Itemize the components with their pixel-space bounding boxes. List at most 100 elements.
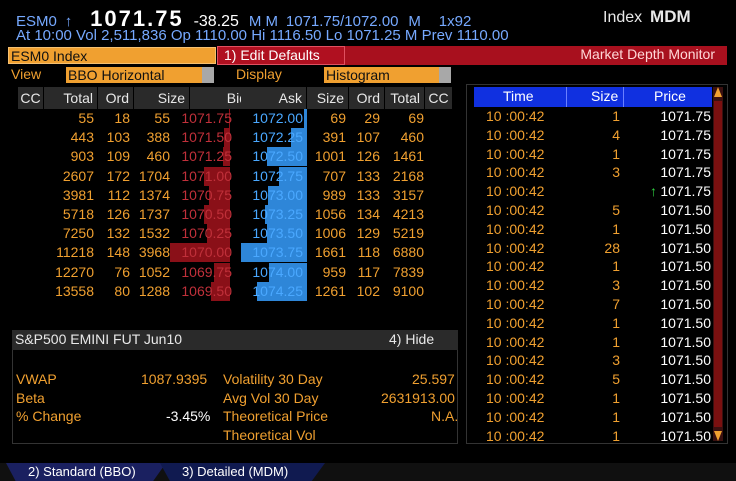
- bid-size: 1374: [138, 186, 170, 203]
- trade-row[interactable]: 10 :00:42 1 1071.50: [474, 257, 712, 276]
- col-ord-ask[interactable]: Ord: [349, 87, 385, 109]
- trade-row[interactable]: 10 :00:42 5 1071.50: [474, 370, 712, 389]
- col-price[interactable]: Price: [654, 88, 686, 104]
- view-select[interactable]: BBO Horizontal: [66, 67, 202, 83]
- ask-price[interactable]: 1073.75: [252, 244, 303, 261]
- col-cc-ask[interactable]: CC: [425, 87, 453, 109]
- ask-price[interactable]: 1072.25: [252, 129, 303, 146]
- ask-size: 1661: [314, 244, 346, 261]
- ask-price[interactable]: 1073.00: [252, 186, 303, 203]
- trade-row[interactable]: 10 :00:42 3 1071.75: [474, 163, 712, 182]
- ask-price[interactable]: 1072.00: [252, 110, 303, 126]
- trades-scrollbar[interactable]: [713, 87, 723, 441]
- col-ask[interactable]: Ask: [241, 87, 307, 109]
- col-time[interactable]: Time: [503, 88, 534, 104]
- tab-detailed-mdm[interactable]: 3) Detailed (MDM): [160, 463, 325, 481]
- ask-price[interactable]: 1072.75: [252, 167, 303, 184]
- bid-histogram-bar: [211, 281, 230, 301]
- col-ord-bid[interactable]: Ord: [98, 87, 134, 109]
- trade-row[interactable]: 10 :00:42 1 1071.50: [474, 427, 712, 446]
- trade-price: 1071.50: [660, 277, 711, 294]
- col-total-bid[interactable]: Total: [44, 87, 98, 109]
- vol30-label: Volatility 30 Day: [223, 371, 323, 387]
- trade-row[interactable]: 10 :00:42 1 1071.50: [474, 389, 712, 408]
- contract-name: S&P500 EMINI FUT Jun10: [15, 331, 183, 347]
- ask-orders: 134: [356, 206, 380, 222]
- security-field[interactable]: ESM0 Index: [8, 47, 216, 64]
- trade-row[interactable]: 10 :00:42 28 1071.50: [474, 239, 712, 258]
- uptick-arrow-icon: ↑: [650, 183, 657, 200]
- bid-orders: 76: [114, 263, 130, 280]
- trade-row[interactable]: 10 :00:42 7 1071.50: [474, 295, 712, 314]
- scroll-thumb[interactable]: [714, 101, 722, 427]
- display-dropdown-button[interactable]: [439, 67, 451, 83]
- trade-price: 1071.75: [660, 145, 711, 162]
- beta-label: Beta: [16, 390, 45, 406]
- ask-size: 959: [322, 263, 346, 280]
- ask-price[interactable]: 1072.50: [252, 148, 303, 165]
- market-label: Index MDM: [603, 7, 691, 27]
- vwap-label: VWAP: [16, 371, 57, 387]
- time-and-sales-panel: [466, 84, 728, 444]
- trade-row[interactable]: 10 :00:42 4 1071.75: [474, 126, 712, 145]
- trade-row[interactable]: 10 :00:42 1 1071.75: [474, 107, 712, 126]
- trade-time: 10 :00:42: [486, 202, 545, 218]
- ask-total: 6880: [392, 244, 424, 261]
- trade-row[interactable]: 10 :00:42 1071.75 ↑: [474, 182, 712, 201]
- trade-row[interactable]: 10 :00:42 5 1071.50: [474, 201, 712, 220]
- trade-time: 10 :00:42: [486, 333, 545, 350]
- ask-price[interactable]: 1074.25: [252, 282, 303, 299]
- trade-price: 1071.50: [660, 296, 711, 312]
- bid-price[interactable]: 1069.50: [181, 282, 232, 299]
- bid-price[interactable]: 1070.25: [181, 225, 232, 242]
- trade-time: 10 :00:42: [486, 371, 545, 388]
- bid-price[interactable]: 1070.00: [181, 244, 232, 261]
- trade-time: 10 :00:42: [486, 126, 545, 143]
- hide-button[interactable]: 4) Hide: [389, 331, 435, 347]
- tab-standard-bbo[interactable]: 2) Standard (BBO): [6, 463, 166, 481]
- ask-price[interactable]: 1073.50: [252, 225, 303, 242]
- col-size-ask[interactable]: Size: [307, 87, 349, 109]
- bid-price[interactable]: 1070.50: [181, 206, 232, 222]
- bid-orders: 18: [114, 110, 130, 126]
- ask-histogram-bar: [267, 224, 307, 244]
- scroll-up-icon[interactable]: [714, 87, 722, 97]
- view-dropdown-button[interactable]: [202, 67, 214, 83]
- ask-size: 1056: [314, 206, 346, 222]
- trade-row[interactable]: 10 :00:42 1 1071.50: [474, 333, 712, 352]
- col-total-ask[interactable]: Total: [385, 87, 425, 109]
- trade-price: 1071.50: [660, 239, 711, 256]
- trade-row[interactable]: 10 :00:42 3 1071.50: [474, 351, 712, 370]
- col-size[interactable]: Size: [591, 88, 619, 104]
- trade-row[interactable]: 10 :00:42 1 1071.50: [474, 220, 712, 239]
- bid-price[interactable]: 1069.75: [181, 263, 232, 280]
- bid-price[interactable]: 1071.75: [181, 110, 232, 126]
- header-divider: [566, 87, 567, 107]
- trade-row[interactable]: 10 :00:42 3 1071.50: [474, 276, 712, 295]
- trade-price: 1071.50: [660, 314, 711, 331]
- ask-size: 1006: [314, 225, 346, 242]
- trade-row[interactable]: 10 :00:42 1 1071.50: [474, 314, 712, 333]
- bid-price[interactable]: 1071.50: [181, 129, 232, 146]
- edit-defaults-button[interactable]: 1) Edit Defaults: [217, 46, 345, 65]
- bid-price[interactable]: 1070.75: [181, 186, 232, 203]
- trade-row[interactable]: 10 :00:42 1 1071.75: [474, 145, 712, 164]
- ask-price[interactable]: 1074.00: [252, 263, 303, 280]
- bid-orders: 109: [106, 148, 130, 165]
- col-size-bid[interactable]: Size: [134, 87, 190, 109]
- ask-orders: 29: [364, 110, 380, 126]
- display-select[interactable]: Histogram: [324, 67, 439, 83]
- ask-total: 5219: [392, 225, 424, 242]
- col-cc-bid[interactable]: CC: [18, 87, 44, 109]
- trade-price: 1071.75: [660, 164, 711, 181]
- ask-total: 69: [408, 110, 424, 126]
- trade-row[interactable]: 10 :00:42 1 1071.50: [474, 408, 712, 427]
- trade-size: 28: [604, 239, 620, 256]
- bid-size: 1737: [138, 206, 170, 222]
- bid-price[interactable]: 1071.00: [181, 167, 232, 184]
- trade-size: 7: [612, 296, 620, 312]
- trade-time: 10 :00:42: [486, 220, 545, 237]
- scroll-down-icon[interactable]: [714, 431, 722, 441]
- ask-price[interactable]: 1073.25: [252, 206, 303, 222]
- bid-price[interactable]: 1071.25: [181, 148, 232, 165]
